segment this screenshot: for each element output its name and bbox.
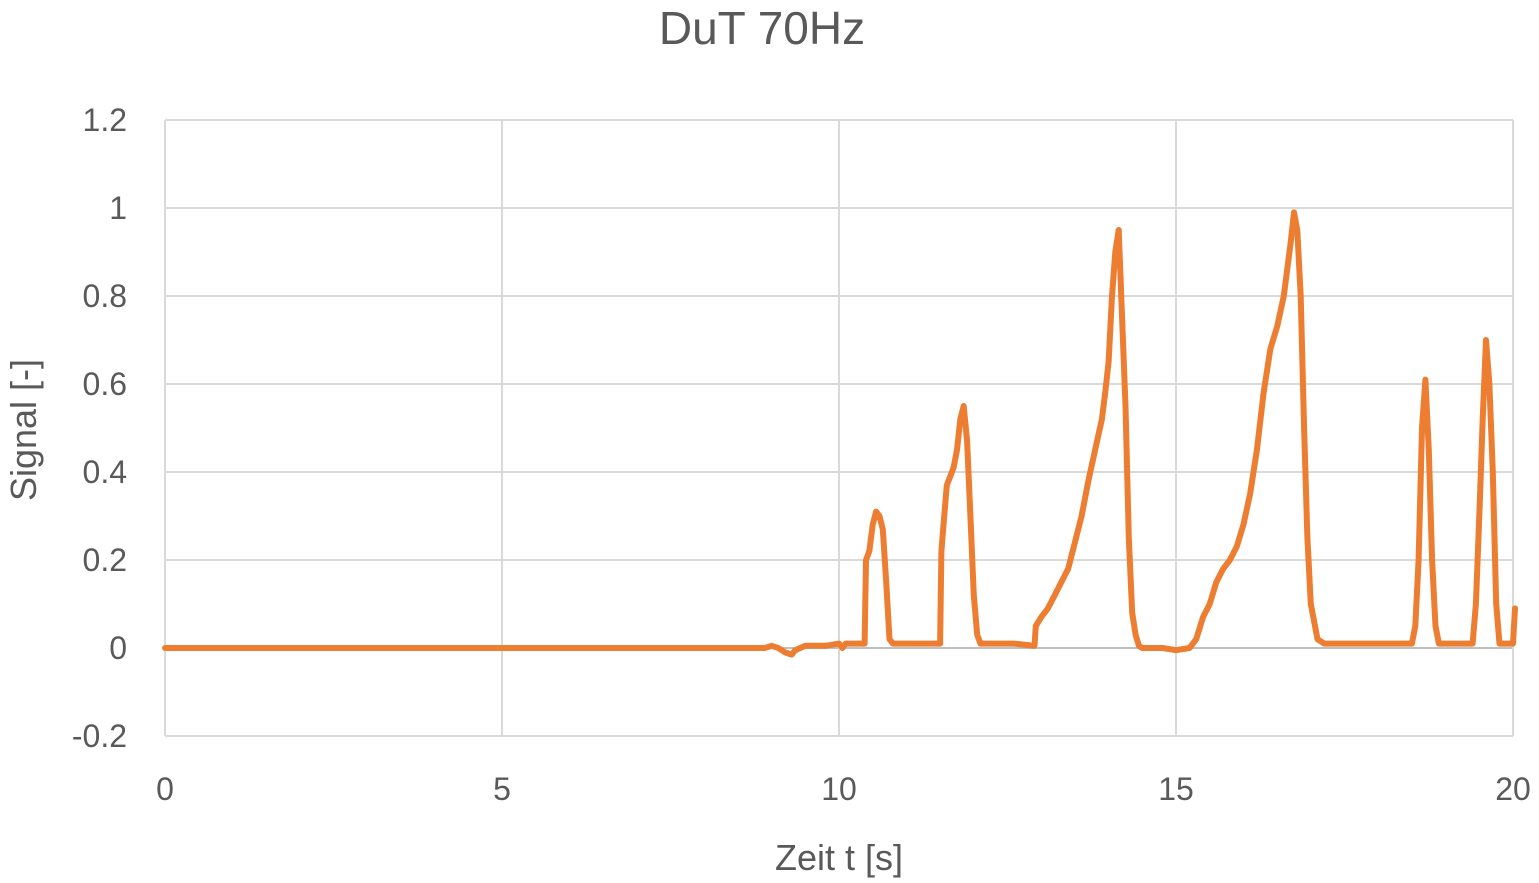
x-axis-label: Zeit t [s]: [775, 837, 903, 878]
x-tick-label: 10: [821, 771, 857, 807]
series-layer: [162, 209, 1518, 658]
x-axis-ticks: 0 5 10 15 20: [156, 771, 1531, 807]
y-tick-label: 1.2: [83, 102, 127, 138]
x-tick-label: 20: [1495, 771, 1531, 807]
y-tick-label: 0.6: [83, 366, 127, 402]
y-axis-ticks: 1.2 1 0.8 0.6 0.4 0.2 0 -0.2: [72, 102, 127, 754]
x-tick-label: 5: [493, 771, 511, 807]
y-tick-label: 0.8: [83, 278, 127, 314]
y-tick-label: -0.2: [72, 718, 127, 754]
y-tick-label: 1: [109, 190, 127, 226]
x-tick-label: 15: [1158, 771, 1194, 807]
series-line: [162, 209, 1518, 658]
x-tick-label: 0: [156, 771, 174, 807]
y-axis-label: Signal [-]: [3, 359, 44, 501]
y-tick-label: 0.2: [83, 542, 127, 578]
y-tick-label: 0.4: [83, 454, 127, 490]
chart-title: DuT 70Hz: [659, 2, 865, 54]
y-tick-label: 0: [109, 630, 127, 666]
